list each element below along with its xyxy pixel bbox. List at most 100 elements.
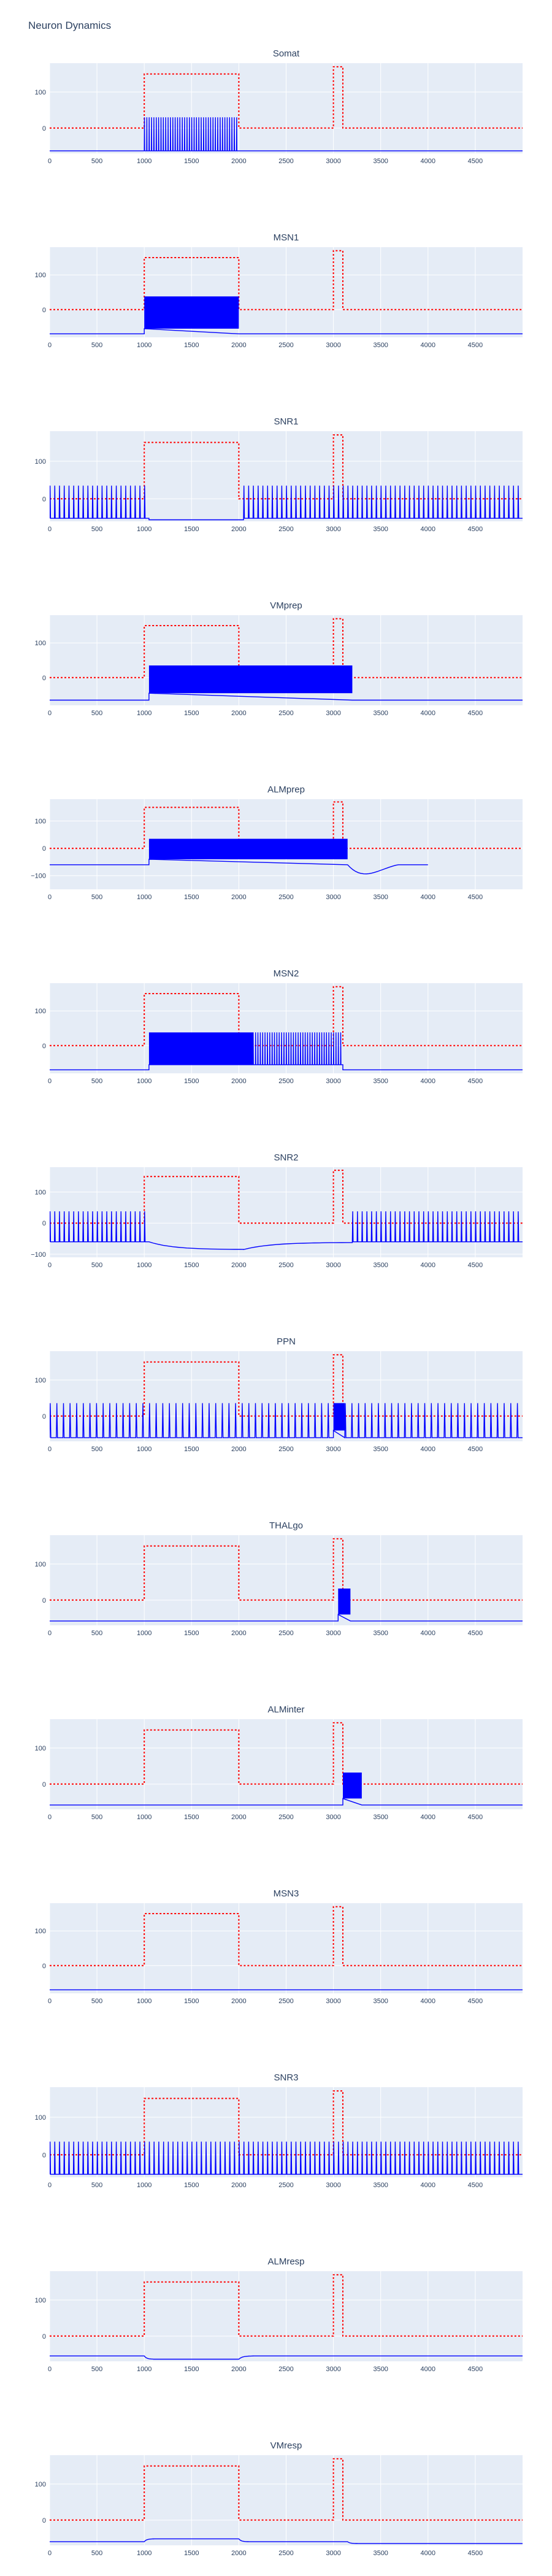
subplot-title: SNR1 <box>274 416 298 427</box>
subplot-title: VMresp <box>270 2440 302 2451</box>
burst-band <box>144 296 239 329</box>
x-tick-label: 3500 <box>373 710 388 717</box>
x-tick-label: 3000 <box>326 158 340 165</box>
x-tick-label: 2000 <box>231 710 246 717</box>
x-tick-label: 3000 <box>326 1078 340 1085</box>
y-tick-label: 100 <box>35 2481 46 2488</box>
x-tick-label: 0 <box>48 710 52 717</box>
y-tick-label: 100 <box>35 1008 46 1015</box>
y-tick-label: 0 <box>42 125 46 132</box>
x-tick-label: 4000 <box>421 1262 435 1269</box>
y-tick-label: 0 <box>42 307 46 314</box>
input-current-line <box>50 2274 523 2337</box>
subplot-title: MSN1 <box>274 232 299 243</box>
x-tick-label: 1000 <box>137 526 151 533</box>
x-tick-label: 3000 <box>326 710 340 717</box>
input-current-line <box>50 1170 523 1224</box>
x-tick-label: 3000 <box>326 526 340 533</box>
x-tick-label: 500 <box>91 2366 102 2373</box>
membrane-trace <box>50 692 523 701</box>
x-tick-label: 4500 <box>468 894 483 901</box>
x-tick-label: 1000 <box>137 1814 151 1821</box>
x-tick-label: 2500 <box>278 1814 293 1821</box>
x-tick-label: 3500 <box>373 2366 388 2373</box>
subplot-title: VMprep <box>270 600 302 611</box>
x-tick-label: 2000 <box>231 158 246 165</box>
y-tick-label: 100 <box>35 2114 46 2122</box>
x-tick-label: 4500 <box>468 2550 483 2557</box>
x-tick-label: 4000 <box>421 2550 435 2557</box>
x-tick-label: 4000 <box>421 710 435 717</box>
x-tick-label: 4000 <box>421 342 435 349</box>
subplot-title: ALMresp <box>267 2256 304 2267</box>
x-tick-label: 1500 <box>184 2550 199 2557</box>
x-tick-label: 4500 <box>468 1998 483 2005</box>
burst-band <box>148 665 353 694</box>
x-tick-label: 3500 <box>373 2182 388 2189</box>
x-tick-label: 2500 <box>278 158 293 165</box>
x-tick-label: 0 <box>48 1262 52 1269</box>
x-tick-label: 3000 <box>326 1998 340 2005</box>
x-tick-label: 3000 <box>326 894 340 901</box>
burst-band <box>148 1032 253 1065</box>
x-tick-label: 2500 <box>278 1078 293 1085</box>
x-tick-label: 4500 <box>468 526 483 533</box>
x-tick-label: 4500 <box>468 710 483 717</box>
x-tick-label: 2000 <box>231 1998 246 2005</box>
x-tick-label: 3500 <box>373 158 388 165</box>
y-tick-label: 100 <box>35 1377 46 1384</box>
membrane-trace <box>50 2355 523 2360</box>
x-tick-label: 1000 <box>137 158 151 165</box>
x-tick-label: 500 <box>91 710 102 717</box>
x-tick-label: 2500 <box>278 1998 293 2005</box>
x-tick-label: 0 <box>48 2366 52 2373</box>
x-tick-label: 0 <box>48 2182 52 2189</box>
membrane-trace <box>50 1211 523 1251</box>
x-tick-label: 1000 <box>137 1078 151 1085</box>
y-tick-label: 100 <box>35 458 46 466</box>
x-tick-label: 0 <box>48 342 52 349</box>
x-tick-label: 0 <box>48 1998 52 2005</box>
x-tick-label: 1000 <box>137 2182 151 2189</box>
x-tick-label: 2000 <box>231 2182 246 2189</box>
x-tick-label: 3000 <box>326 2366 340 2373</box>
x-tick-label: 500 <box>91 2550 102 2557</box>
x-tick-label: 3500 <box>373 1262 388 1269</box>
x-tick-label: 1500 <box>184 894 199 901</box>
x-tick-label: 1000 <box>137 342 151 349</box>
y-tick-label: 100 <box>35 1561 46 1568</box>
burst-band <box>333 1403 345 1431</box>
membrane-trace <box>50 2141 523 2175</box>
x-tick-label: 500 <box>91 1998 102 2005</box>
x-tick-label: 1500 <box>184 342 199 349</box>
x-tick-label: 3000 <box>326 342 340 349</box>
x-tick-label: 4500 <box>468 1630 483 1637</box>
y-tick-label: 0 <box>42 675 46 682</box>
x-tick-label: 2000 <box>231 2550 246 2557</box>
x-tick-label: 1500 <box>184 1998 199 2005</box>
burst-band <box>148 838 348 859</box>
membrane-trace <box>50 859 428 875</box>
input-current-line <box>50 434 523 500</box>
x-tick-label: 1000 <box>137 2366 151 2373</box>
x-tick-label: 2500 <box>278 1262 293 1269</box>
y-tick-label: 0 <box>42 1781 46 1788</box>
membrane-trace <box>50 2538 523 2544</box>
subplot-title: THALgo <box>269 1520 303 1531</box>
subplot-title: ALMinter <box>267 1704 304 1715</box>
subplot-title: SNR2 <box>274 1152 298 1163</box>
y-tick-label: 0 <box>42 2517 46 2524</box>
x-tick-label: 1000 <box>137 894 151 901</box>
membrane-trace <box>50 328 523 334</box>
membrane-trace <box>50 1614 523 1622</box>
subplot-title: MSN2 <box>274 968 299 979</box>
x-tick-label: 1000 <box>137 710 151 717</box>
x-tick-label: 1500 <box>184 1630 199 1637</box>
